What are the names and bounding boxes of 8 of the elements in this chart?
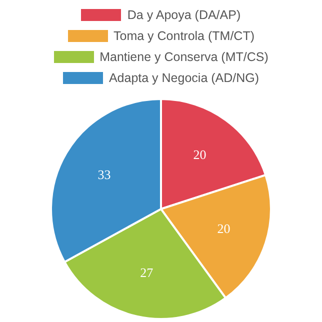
legend-label: Adapta y Negocia (AD/NG) — [108, 70, 260, 84]
data-label: 20 — [217, 220, 230, 236]
legend-label: Mantiene y Conserva (MT/CS) — [100, 50, 268, 64]
legend-label: Toma y Controla (TM/CT) — [114, 28, 254, 42]
legend-label: Da y Apoya (DA/AP) — [127, 8, 241, 22]
data-label: 27 — [140, 264, 154, 280]
data-label: 33 — [98, 166, 111, 182]
data-label: 20 — [193, 147, 206, 162]
